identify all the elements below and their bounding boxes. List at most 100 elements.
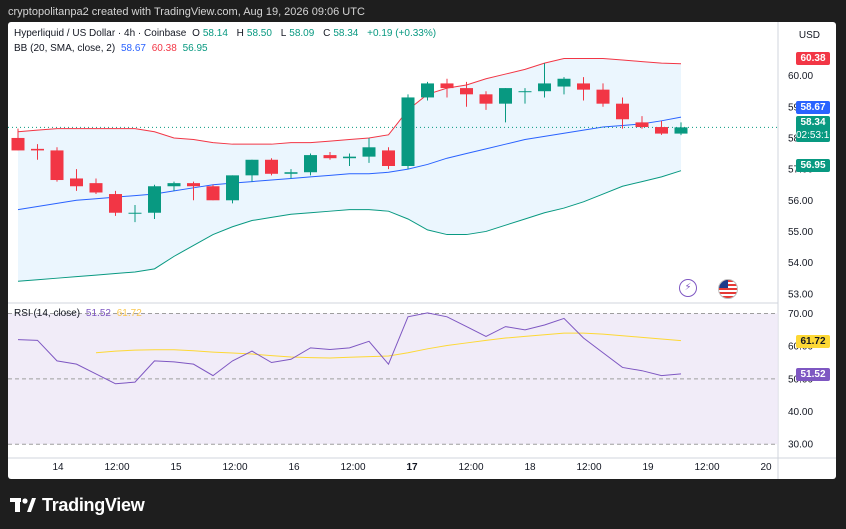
time-tick-label: 14 xyxy=(52,462,64,473)
candle-body xyxy=(245,159,259,176)
rsi-tick-label: 70.00 xyxy=(788,309,813,320)
legend-high-value: 58.50 xyxy=(246,28,272,39)
candle-body xyxy=(596,89,610,104)
currency-label: USD xyxy=(798,30,820,41)
legend-close-label: C xyxy=(323,28,331,39)
countdown-badge-value: 02:53:16 xyxy=(796,130,835,141)
legend-open-label: O xyxy=(192,28,200,39)
candle-body xyxy=(109,194,122,213)
candle-body xyxy=(206,186,220,201)
rsi-tick-label: 30.00 xyxy=(788,440,813,451)
legend-bb-upper: 60.38 xyxy=(151,43,177,54)
candle-body xyxy=(343,156,356,159)
legend-rsi: RSI (14, close) 51.52 61.72 xyxy=(14,308,145,319)
rsi-tick-label: 40.00 xyxy=(788,407,813,418)
rsi-badge: 51.52 xyxy=(796,368,830,381)
time-tick-label: 12:00 xyxy=(694,462,719,473)
time-tick-label: 12:00 xyxy=(576,462,601,473)
candle-body xyxy=(499,88,512,104)
candle-body xyxy=(460,88,473,95)
legend-rsi-label: RSI (14, close) xyxy=(14,308,81,319)
rsi-ma-line xyxy=(95,332,682,359)
bb-lower-badge: 56.95 xyxy=(796,159,830,172)
time-tick-label: 18 xyxy=(524,462,536,473)
candle-body xyxy=(70,178,83,187)
legend-low-value: 58.09 xyxy=(289,28,315,39)
legend-rsi-value: 51.52 xyxy=(85,308,111,319)
candle-body xyxy=(187,183,200,187)
time-tick-label: 19 xyxy=(642,462,654,473)
time-tick-label: 12:00 xyxy=(340,462,365,473)
price-badge-value: 58.34 xyxy=(800,117,826,128)
time-tick-label: 20 xyxy=(760,462,772,473)
candle-body xyxy=(440,83,454,89)
chart-panel[interactable]: 60.0059.0058.0057.0056.0055.0054.0053.00… xyxy=(8,22,836,479)
candle-body xyxy=(11,137,25,151)
price-tick-label: 53.00 xyxy=(788,289,813,300)
candle-body xyxy=(382,150,395,166)
candle-body xyxy=(284,172,298,174)
rsi-ma-badge: 61.72 xyxy=(796,335,830,348)
candle-body xyxy=(148,186,161,213)
price-tick-label: 55.00 xyxy=(788,227,813,238)
candle-body xyxy=(128,212,142,214)
candle-body xyxy=(479,94,493,104)
brand-name: TradingView xyxy=(42,494,145,515)
candle-body xyxy=(167,183,181,187)
candle-body xyxy=(323,155,337,159)
bb-basis-badge: 58.67 xyxy=(796,101,830,114)
candle-body xyxy=(518,91,532,93)
legend-bb-basis: 58.67 xyxy=(120,43,146,54)
time-tick-label: 12:00 xyxy=(104,462,129,473)
candle-body xyxy=(674,127,688,134)
candle-body xyxy=(226,175,239,201)
time-tick-label: 12:00 xyxy=(458,462,483,473)
legend-change: +0.19 (+0.33%) xyxy=(367,28,437,39)
bb-band-fill xyxy=(18,58,681,282)
legend-low-label: L xyxy=(280,28,287,39)
chart-canvas[interactable]: 60.0059.0058.0057.0056.0055.0054.0053.00… xyxy=(8,22,836,479)
legend-close: C 58.34 xyxy=(323,28,361,39)
legend-bb-lower: 56.95 xyxy=(182,43,208,54)
legend-bb-label: BB (20, SMA, close, 2) xyxy=(14,43,116,54)
legend-open-value: 58.14 xyxy=(202,28,228,39)
candle-body xyxy=(89,183,103,193)
candle-body xyxy=(401,97,415,166)
bb-upper-line xyxy=(17,57,682,145)
bb-upper-badge: 60.38 xyxy=(796,52,830,65)
time-tick-label: 15 xyxy=(170,462,182,473)
rsi-line xyxy=(17,312,682,385)
candle-body xyxy=(557,78,571,87)
price-tick-label: 54.00 xyxy=(788,258,813,269)
lightning-event-icon[interactable]: ⚡ xyxy=(679,279,697,297)
candle-body xyxy=(265,159,278,174)
candle-body xyxy=(304,155,317,173)
price-badge: 58.34 02:53:16 xyxy=(796,116,835,142)
legend-high-label: H xyxy=(236,28,244,39)
candle-body xyxy=(635,122,649,128)
candle-body xyxy=(362,147,376,157)
price-tick-label: 60.00 xyxy=(788,71,813,82)
legend-symbol: Hyperliquid / US Dollar · 4h · Coinbase xyxy=(14,28,187,39)
legend-bb: BB (20, SMA, close, 2) 58.67 60.38 56.95 xyxy=(14,43,211,54)
candle-body xyxy=(31,148,44,151)
flag-canton xyxy=(719,280,728,288)
legend-ohlc: Hyperliquid / US Dollar · 4h · Coinbase … xyxy=(14,28,439,39)
time-tick-label: 17 xyxy=(406,462,418,473)
tradingview-logo-icon xyxy=(10,498,36,512)
candle-body xyxy=(538,83,551,92)
tradingview-logo[interactable]: TradingView xyxy=(10,493,145,517)
time-tick-label: 16 xyxy=(288,462,300,473)
us-flag-event-icon[interactable] xyxy=(718,279,738,299)
legend-open: O 58.14 xyxy=(192,28,231,39)
candle-body xyxy=(616,103,629,120)
legend-high: H 58.50 xyxy=(237,28,275,39)
legend-rsi-ma: 61.72 xyxy=(116,308,142,319)
chart-credit: cryptopolitanpa2 created with TradingVie… xyxy=(8,6,365,18)
candle-body xyxy=(577,83,590,90)
price-tick-label: 56.00 xyxy=(788,196,813,207)
legend-close-value: 58.34 xyxy=(333,28,359,39)
bb-basis-line xyxy=(17,116,682,211)
legend-low: L 58.09 xyxy=(281,28,318,39)
bb-lower-line xyxy=(17,170,682,282)
